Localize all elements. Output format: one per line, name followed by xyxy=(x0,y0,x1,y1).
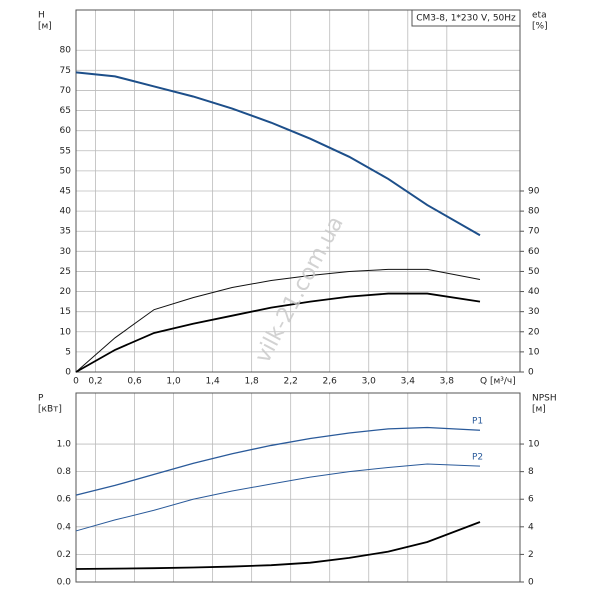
y-tick-label: 60 xyxy=(60,126,72,136)
y-tick-label: 30 xyxy=(60,247,72,257)
x-tick-label: 2,2 xyxy=(284,377,298,387)
y-tick-label: 5 xyxy=(65,347,71,357)
plot-frame xyxy=(75,9,521,373)
y2-tick-label: 8 xyxy=(528,467,534,477)
y2-tick-label: 10 xyxy=(528,440,540,450)
annotation-box xyxy=(411,9,521,27)
y2-tick-label: 60 xyxy=(528,247,540,257)
y2-tick-label: 70 xyxy=(528,227,540,237)
y-axis-unit: [кВт] xyxy=(38,405,62,415)
x-tick-label: 0,6 xyxy=(127,377,142,387)
y2-tick-label: 30 xyxy=(528,307,540,317)
curve-label: P2 xyxy=(472,453,483,463)
y2-tick-label: 40 xyxy=(528,287,540,297)
curve xyxy=(75,426,481,496)
x-tick-label: 0,2 xyxy=(88,377,102,387)
y-tick-label: 25 xyxy=(60,267,71,277)
y2-tick-label: 50 xyxy=(528,267,540,277)
curve xyxy=(75,71,481,237)
y-tick-label: 0 xyxy=(65,368,71,378)
y-tick-label: 80 xyxy=(60,46,72,56)
y2-tick-label: 4 xyxy=(528,522,534,532)
y-tick-label: 40 xyxy=(60,207,72,217)
y2-tick-label: 80 xyxy=(528,207,540,217)
y2-tick-label: 0 xyxy=(528,368,534,378)
y-tick-label: 20 xyxy=(60,287,72,297)
y-tick-label: 0.0 xyxy=(57,578,72,588)
y2-axis-unit: [м] xyxy=(532,405,546,415)
y-tick-label: 70 xyxy=(60,86,72,96)
curve-label: P1 xyxy=(472,417,483,427)
x-tick-label: 3,0 xyxy=(362,377,377,387)
x-tick-label: 2,6 xyxy=(323,377,338,387)
y2-tick-label: 10 xyxy=(528,347,540,357)
y-tick-label: 0.4 xyxy=(57,522,72,532)
y2-tick-label: 6 xyxy=(528,495,534,505)
y-tick-label: 50 xyxy=(60,166,72,176)
y2-tick-label: 0 xyxy=(528,578,534,588)
curve xyxy=(75,292,481,373)
y2-axis-label: NPSH xyxy=(532,394,557,404)
x-tick-label: 1,8 xyxy=(244,377,259,387)
y-tick-label: 0.8 xyxy=(57,467,72,477)
y-tick-label: 45 xyxy=(60,187,71,197)
x-tick-label: 0 xyxy=(73,377,79,387)
x-tick-label: 3,4 xyxy=(401,377,416,387)
y-tick-label: 10 xyxy=(60,327,72,337)
y-axis-label: P xyxy=(38,394,44,404)
y-tick-label: 65 xyxy=(60,106,71,116)
y-axis-label: H xyxy=(38,11,45,21)
x-axis-label: Q [м³/ч] xyxy=(480,377,516,387)
y-tick-label: 1.0 xyxy=(57,440,72,450)
plot-frame xyxy=(75,392,521,583)
y-tick-label: 35 xyxy=(60,227,71,237)
y2-tick-label: 90 xyxy=(528,187,540,197)
y2-tick-label: 2 xyxy=(528,550,534,560)
x-tick-label: 1,0 xyxy=(166,377,181,387)
curve xyxy=(75,463,481,532)
annotation: CM3-8, 1*230 V, 50Hz xyxy=(416,14,516,24)
y2-tick-label: 20 xyxy=(528,327,540,337)
y2-axis-unit: [%] xyxy=(532,22,548,32)
y-tick-label: 55 xyxy=(60,146,71,156)
y-tick-label: 0.6 xyxy=(57,495,72,505)
x-tick-label: 1,4 xyxy=(205,377,220,387)
y-tick-label: 75 xyxy=(60,66,71,76)
x-tick-label: 3,8 xyxy=(440,377,455,387)
y-tick-label: 0.2 xyxy=(57,550,71,560)
y-tick-label: 15 xyxy=(60,307,71,317)
curve xyxy=(75,268,481,373)
curve xyxy=(75,521,481,570)
y-axis-unit: [м] xyxy=(38,22,52,32)
watermark: vilk-21.com.ua xyxy=(250,212,348,367)
y2-axis-label: eta xyxy=(532,11,547,21)
